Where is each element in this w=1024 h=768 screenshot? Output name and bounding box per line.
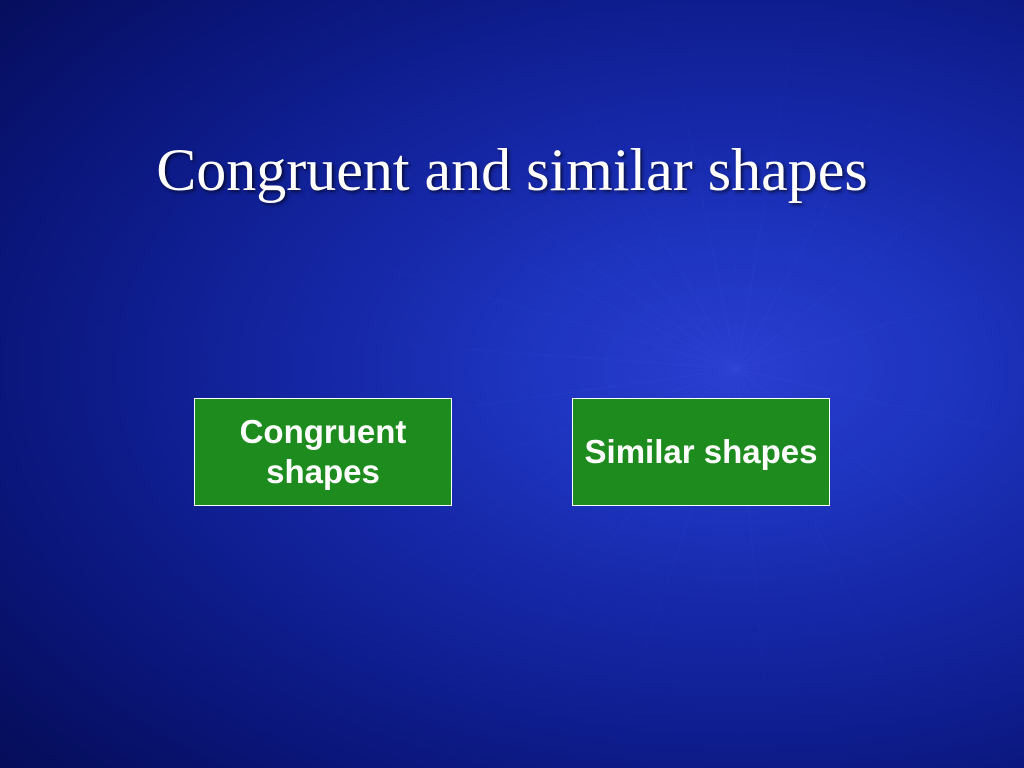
similar-shapes-button[interactable]: Similar shapes (572, 398, 830, 506)
slide: Congruent and similar shapes Congruent s… (0, 0, 1024, 768)
slide-title: Congruent and similar shapes (0, 135, 1024, 206)
congruent-shapes-button[interactable]: Congruent shapes (194, 398, 452, 506)
button-row: Congruent shapes Similar shapes (0, 398, 1024, 506)
